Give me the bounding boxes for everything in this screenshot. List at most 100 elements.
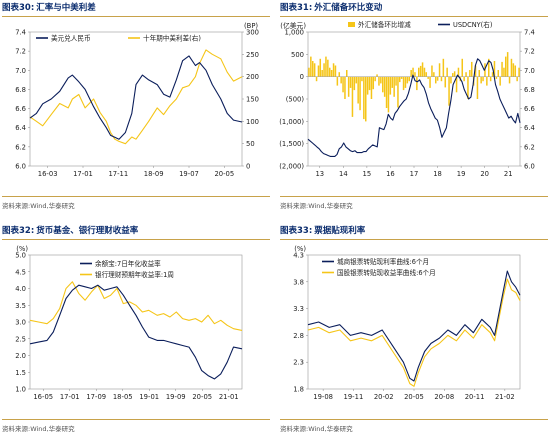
legend-label: 外汇储备环比增减	[358, 20, 411, 29]
bar	[357, 76, 359, 104]
source-rule	[2, 419, 270, 420]
y-axis-label-right: (BP)	[244, 22, 258, 30]
y-tick-label-left: 3.8	[293, 278, 304, 286]
source-note: 资料来源:Wind,华泰研究	[2, 202, 75, 210]
chart-panel-31: 图表31: 外汇储备环比变动 1,000 500 0 (500) (1,000) (1,50…	[278, 0, 550, 223]
y-tick-label-right: 6.4	[524, 124, 535, 132]
bar	[486, 76, 488, 86]
figure-title: 外汇储备环比变动	[314, 3, 383, 13]
y-axis-label-left: (%)	[294, 245, 306, 253]
x-tick-label: 15	[363, 170, 372, 178]
y-tick-label-right: 7.0	[524, 67, 535, 75]
y-tick-label-left: 6.8	[15, 86, 26, 94]
y-tick-label-right: 7.2	[524, 48, 535, 56]
bar	[418, 67, 420, 77]
x-tick-label: 18	[433, 170, 442, 178]
bar	[330, 70, 333, 77]
bar	[347, 76, 350, 97]
bar	[482, 76, 484, 82]
y-tick-label-left: 1,000	[285, 29, 304, 37]
bar	[503, 67, 505, 77]
source-rule	[280, 419, 548, 420]
x-tick-label: 21-01	[219, 393, 239, 401]
bar	[383, 76, 386, 97]
bar	[446, 67, 448, 77]
title-rule	[2, 239, 270, 240]
bar	[431, 65, 433, 77]
bar	[325, 56, 327, 77]
y-tick-label-right: 6.6	[524, 105, 535, 113]
chart-svg-31: 1,000 500 0 (500) (1,000) (1,500) (2,000) 7.4 7.…	[279, 20, 535, 178]
series-line-usdcny	[29, 55, 243, 140]
x-tick-label: 17-09	[86, 393, 106, 401]
y-tick-label-right: 50	[246, 140, 255, 148]
chart-svg-30: 7.4 7.2 7.0 6.8 6.6 6.4 6.2 6.0 300 250 200 150 100 5…	[15, 22, 259, 178]
y-tick-label-left: 4.3	[293, 252, 304, 260]
bar	[488, 58, 490, 77]
bar	[429, 76, 431, 88]
bar	[378, 76, 380, 86]
y-tick-label-left: 3.0	[15, 319, 26, 327]
bar	[368, 76, 371, 91]
x-tick-label: 19-08	[313, 393, 333, 401]
source-rule	[280, 196, 548, 197]
bar	[372, 76, 375, 90]
bar	[389, 76, 392, 95]
bar	[469, 70, 471, 77]
chart-title: 图表33: 票据贴现利率	[280, 224, 548, 238]
bar	[382, 76, 384, 93]
x-tick-label: 17-01	[60, 393, 80, 401]
chart-panel-32: 图表32: 货币基金、银行理财收益率 5.0 4.5 4.0 3.5 3.0 2.5 2.0 1…	[0, 223, 272, 446]
y-tick-label-right: 0	[246, 163, 250, 171]
bar	[385, 76, 388, 108]
y-tick-label-right: 300	[246, 29, 259, 37]
bar	[323, 63, 325, 77]
y-tick-label-left: 3.5	[15, 302, 26, 310]
bar	[457, 67, 460, 77]
bar	[374, 76, 376, 82]
y-tick-label-right: 6.2	[524, 143, 535, 151]
bar	[453, 71, 456, 77]
x-tick-label: 17	[410, 170, 419, 178]
chart-panel-30: 图表30: 汇率与中美利差 7.4 7.2 7.0 6.8 6.6 6.4 6.2 6.0 300…	[0, 0, 272, 223]
bar	[359, 76, 361, 111]
source-note: 资料来源:Wind,华泰研究	[2, 425, 75, 433]
legend-label: USDCNY(右)	[453, 20, 492, 29]
legend-label: 余额宝:7日年化收益率	[95, 259, 161, 268]
y-tick-label-right: 7.4	[524, 29, 535, 37]
bar	[370, 76, 373, 99]
bar	[518, 67, 520, 77]
y-tick-label-left: 0	[300, 73, 304, 81]
bar	[516, 76, 518, 82]
bar	[450, 76, 452, 84]
bar	[361, 76, 363, 82]
bar	[414, 72, 416, 77]
bar	[495, 76, 498, 79]
bar	[315, 76, 318, 82]
y-tick-label-left: 1.8	[293, 386, 304, 394]
bar	[514, 65, 517, 77]
legend-label: 美元兑人民币	[51, 34, 91, 43]
bar	[442, 58, 445, 77]
series-line-usdcny	[307, 58, 521, 157]
x-tick-label: 20-05	[404, 393, 424, 401]
bar	[505, 56, 507, 77]
y-tick-label-right: 6.8	[524, 86, 535, 94]
y-tick-label-left: 2.8	[293, 332, 304, 340]
series-line-guogu	[307, 278, 521, 387]
bar	[334, 65, 337, 77]
x-tick-label: 16-05	[33, 393, 53, 401]
bar	[438, 63, 441, 77]
bar	[363, 76, 365, 120]
y-tick-label-left: (1,000)	[279, 118, 304, 126]
bar	[351, 76, 354, 117]
bar	[425, 72, 428, 77]
y-tick-label-left: (500)	[286, 96, 305, 104]
y-tick-label-left: 6.0	[15, 163, 26, 171]
plot-frame	[29, 31, 243, 167]
bar	[353, 76, 356, 91]
bar	[406, 76, 409, 84]
bar	[387, 76, 390, 113]
bar	[391, 76, 394, 88]
x-tick-label: 14	[339, 170, 348, 178]
